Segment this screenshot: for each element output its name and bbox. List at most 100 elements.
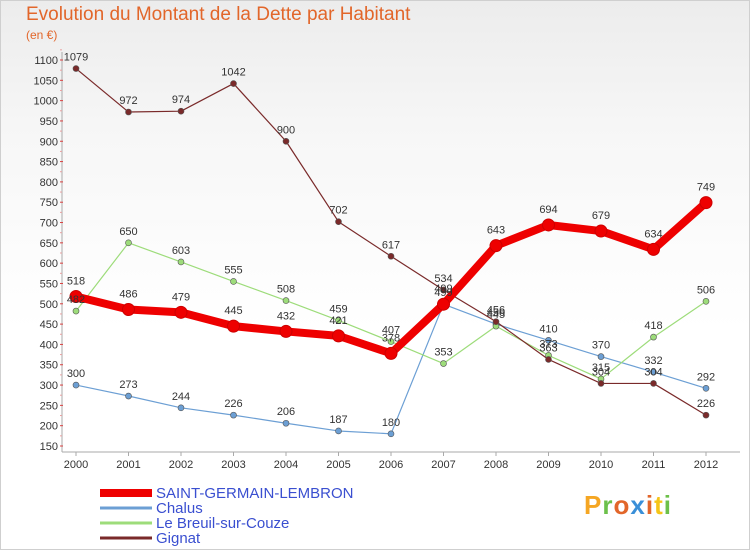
- x-tick-label: 2012: [694, 459, 718, 471]
- data-label: 180: [382, 417, 400, 429]
- data-point: [384, 346, 398, 360]
- data-label: 304: [592, 366, 610, 378]
- y-tick-label: 500: [40, 299, 58, 311]
- data-point: [125, 108, 132, 116]
- y-tick-label: 800: [40, 177, 58, 189]
- data-label: 378: [382, 332, 400, 344]
- y-tick-label: 400: [40, 339, 58, 351]
- x-tick-label: 2004: [274, 459, 298, 471]
- x-tick-label: 2006: [379, 459, 403, 471]
- data-point: [542, 218, 555, 232]
- data-label: 1042: [221, 67, 245, 79]
- chart-unit: (en €): [26, 28, 58, 42]
- y-tick-label: 900: [40, 136, 58, 148]
- data-point: [230, 80, 237, 87]
- x-tick-label: 2007: [431, 459, 455, 471]
- data-label: 479: [172, 291, 190, 303]
- y-tick-label: 1100: [34, 55, 58, 67]
- data-point: [230, 411, 237, 419]
- logo-letter: P: [584, 490, 603, 520]
- chart-title: Evolution du Montant de la Dette par Hab…: [26, 4, 411, 25]
- data-label: 206: [277, 406, 295, 418]
- data-point: [702, 411, 710, 419]
- data-point: [177, 258, 185, 266]
- data-point: [650, 380, 657, 387]
- data-point: [177, 404, 185, 412]
- data-label: 679: [592, 210, 610, 222]
- data-label: 353: [434, 347, 452, 359]
- y-tick-label: 850: [40, 157, 58, 169]
- y-tick-label: 1050: [34, 75, 58, 87]
- logo-letter: i: [663, 490, 672, 520]
- y-tick-label: 1000: [34, 96, 58, 108]
- data-point: [650, 333, 657, 341]
- x-tick-label: 2003: [221, 459, 245, 471]
- data-label: 292: [697, 371, 715, 383]
- data-label: 226: [697, 398, 715, 410]
- data-point: [122, 302, 135, 316]
- logo-letter: x: [630, 490, 646, 520]
- data-label: 694: [539, 204, 557, 216]
- x-tick-label: 2009: [536, 459, 560, 471]
- data-point: [72, 381, 80, 389]
- y-tick-label: 200: [40, 421, 58, 433]
- data-point: [492, 318, 500, 325]
- data-label: 373: [539, 338, 557, 350]
- x-tick-label: 2008: [484, 459, 508, 471]
- proxiti-logo: Proxiti: [584, 490, 672, 521]
- data-point: [332, 329, 345, 343]
- y-tick-label: 150: [40, 441, 58, 453]
- data-point: [647, 242, 660, 256]
- data-point: [699, 196, 713, 210]
- data-label: 617: [382, 239, 400, 251]
- data-point: [69, 289, 83, 303]
- data-label: 450: [487, 307, 505, 319]
- y-tick-label: 550: [40, 278, 58, 290]
- data-label: 1079: [64, 52, 88, 64]
- data-labels: 518 486 479 445 432 421 378 499 643 694 679 634 749 3…: [64, 52, 715, 429]
- data-point: [437, 297, 450, 311]
- data-label: 650: [119, 226, 137, 238]
- x-tick-label: 2005: [326, 459, 350, 471]
- data-point: [282, 419, 290, 427]
- data-label: 418: [644, 320, 662, 332]
- data-point: [227, 319, 240, 333]
- data-label: 749: [697, 182, 715, 194]
- data-point: [489, 239, 503, 253]
- data-label: 226: [224, 398, 242, 410]
- data-point: [335, 317, 342, 324]
- data-point: [545, 356, 552, 363]
- data-point: [335, 427, 342, 435]
- data-label: 555: [224, 264, 242, 276]
- data-label: 643: [487, 225, 505, 237]
- data-point: [72, 65, 80, 72]
- data-label: 432: [277, 310, 295, 322]
- x-tick-label: 2000: [64, 459, 88, 471]
- legend-label: SAINT-GERMAIN-LEMBRON: [156, 485, 354, 502]
- data-label: 304: [644, 366, 662, 378]
- legend-label: Chalus: [156, 500, 203, 517]
- x-tick-label: 2011: [642, 459, 666, 471]
- data-point: [174, 305, 188, 319]
- data-point: [125, 392, 132, 400]
- data-point: [282, 137, 290, 145]
- data-point: [597, 353, 605, 360]
- data-label: 456: [487, 305, 505, 317]
- data-label: 187: [329, 414, 347, 426]
- data-label: 482: [67, 294, 85, 306]
- x-tick-label: 2002: [169, 459, 193, 471]
- series-points: [69, 65, 713, 438]
- y-tick-label: 950: [40, 116, 58, 128]
- data-label: 508: [277, 284, 295, 296]
- x-tick-label: 2001: [116, 459, 140, 471]
- logo-letter: t: [654, 490, 664, 520]
- data-point: [702, 298, 710, 305]
- legend-label: Le Breuil-sur-Couze: [156, 515, 289, 532]
- y-tick-label: 650: [40, 238, 58, 250]
- y-tick-label: 600: [40, 258, 58, 270]
- data-point: [650, 368, 657, 376]
- data-point: [387, 338, 395, 345]
- data-point: [335, 218, 342, 226]
- data-label: 900: [277, 124, 295, 136]
